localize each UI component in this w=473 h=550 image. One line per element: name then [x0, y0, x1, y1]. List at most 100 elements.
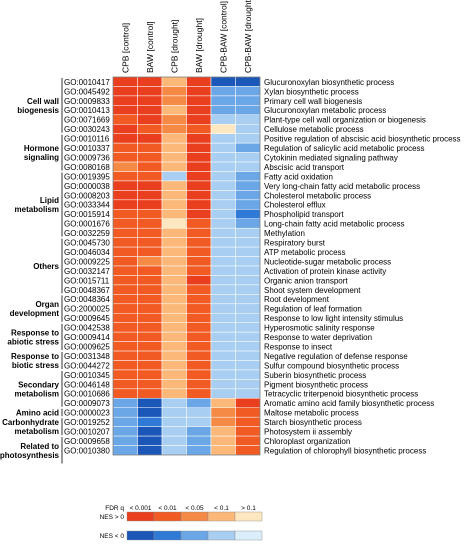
- heatmap-cell: [161, 379, 187, 390]
- go-term-label: Regulation of salicylic acid metabolic p…: [264, 144, 425, 153]
- heatmap-cell: [235, 435, 261, 446]
- heatmap-cell: [112, 303, 138, 314]
- heatmap-cell: [186, 416, 212, 427]
- heatmap-cell: [235, 171, 261, 182]
- heatmap-cell: [186, 142, 212, 153]
- heatmap-cell: [235, 237, 261, 248]
- go-term-label: Activation of protein kinase activity: [264, 267, 386, 276]
- legend-swatch-negative: [153, 530, 182, 541]
- heatmap-cell: [186, 171, 212, 182]
- legend-swatch-positive: [126, 511, 155, 522]
- heatmap-cell: [186, 379, 212, 390]
- go-id-label: GO:0000023: [64, 409, 110, 418]
- go-id-label: GO:0046148: [64, 380, 110, 389]
- heatmap-cell: [235, 227, 261, 238]
- heatmap-cell: [210, 341, 236, 352]
- heatmap-cell: [137, 256, 163, 267]
- heatmap-cell: [235, 209, 261, 220]
- heatmap-cell: [161, 237, 187, 248]
- go-id-label: GO:0071669: [64, 116, 110, 125]
- category-label: abiotic stress: [7, 337, 59, 346]
- heatmap-cell: [186, 350, 212, 361]
- heatmap-cell: [235, 379, 261, 390]
- go-term-label: Response to low light intensity stimulus: [264, 314, 403, 323]
- heatmap-cell: [210, 105, 236, 116]
- heatmap-cell: [186, 398, 212, 408]
- go-term-label: Aromatic amino acid family biosynthetic …: [264, 399, 434, 408]
- heatmap-cell: [161, 180, 187, 191]
- go-term-label: ATP metabolic process: [264, 248, 346, 257]
- go-id-label: GO:0031348: [64, 352, 110, 361]
- heatmap-cell: [161, 218, 187, 229]
- heatmap-cell: [235, 256, 261, 267]
- heatmap-cell: [112, 369, 138, 380]
- category-label: metabolism: [15, 427, 59, 436]
- heatmap-cell: [137, 76, 163, 87]
- heatmap-cell: [210, 445, 236, 456]
- legend-positive-label: NES > 0: [100, 514, 125, 521]
- go-term-label: Response to water deprivation: [264, 333, 372, 342]
- heatmap-cell: [137, 180, 163, 191]
- go-id-label: GO:0080168: [64, 163, 110, 172]
- heatmap-cell: [235, 152, 261, 163]
- heatmap-cell: [137, 360, 163, 371]
- category-label: biogenesis: [17, 106, 59, 115]
- go-term-label: Very long-chain fatty acid metabolic pro…: [264, 182, 420, 191]
- heatmap-cell: [235, 388, 261, 399]
- heatmap-cell: [186, 331, 212, 342]
- heatmap-cell: [112, 445, 138, 456]
- heatmap-cell: [161, 426, 187, 437]
- heatmap-cell: [112, 435, 138, 446]
- heatmap-cell: [137, 426, 163, 437]
- heatmap-cell: [210, 133, 236, 144]
- heatmap-cell: [210, 407, 236, 418]
- go-id-label: GO:0010345: [64, 371, 110, 380]
- heatmap-cell: [235, 284, 261, 295]
- category-label: Secondary: [18, 380, 59, 389]
- heatmap-cell: [137, 331, 163, 342]
- heatmap-cell: [235, 360, 261, 371]
- heatmap-cell: [235, 199, 261, 210]
- heatmap-cell: [161, 114, 187, 125]
- heatmap-border: [112, 76, 261, 456]
- heatmap-cell: [235, 275, 261, 286]
- heatmap-cell: [112, 416, 138, 427]
- heatmap-cell: [161, 284, 187, 295]
- heatmap-cell: [235, 76, 261, 87]
- heatmap-cell: [186, 256, 212, 267]
- legend-threshold-label: < 0.1: [214, 505, 229, 512]
- go-id-label: GO:0045492: [64, 87, 110, 96]
- heatmap-cell: [210, 171, 236, 182]
- heatmap-cell: [186, 322, 212, 333]
- heatmap-cell: [210, 76, 236, 87]
- go-id-label: GO:0009073: [64, 399, 110, 408]
- heatmap-cell: [137, 265, 163, 276]
- go-id-label: GO:2000025: [64, 305, 110, 314]
- heatmap-cell: [210, 331, 236, 342]
- go-term-label: Methylation: [264, 229, 305, 238]
- heatmap-cell: [210, 237, 236, 248]
- heatmap-cell: [161, 256, 187, 267]
- heatmap-cell: [112, 398, 138, 408]
- category-label: signaling: [24, 153, 59, 162]
- go-id-label: GO:0046034: [64, 248, 110, 257]
- go-id-label: GO:0010207: [64, 428, 110, 437]
- heatmap-cell: [161, 341, 187, 352]
- heatmap-cell: [112, 227, 138, 238]
- column-labels: CPB [control] BAW [control] CPB [drought] B…: [120, 0, 253, 73]
- heatmap-cell: [186, 435, 212, 446]
- heatmap-cell: [210, 86, 236, 97]
- heatmap-cell: [137, 416, 163, 427]
- heatmap-cell: [235, 105, 261, 116]
- column-label: CPB [drought]: [169, 20, 179, 73]
- go-id-label: GO:0019395: [64, 172, 110, 181]
- go-term-label: Regulation of leaf formation: [264, 305, 362, 314]
- heatmap-cell: [112, 95, 138, 106]
- heatmap-cell: [186, 294, 212, 305]
- go-id-label: GO:0045730: [64, 239, 110, 248]
- heatmap-cell: [210, 294, 236, 305]
- heatmap-cell: [137, 142, 163, 153]
- category-label: Response to: [11, 352, 59, 361]
- heatmap-cell: [112, 114, 138, 125]
- heatmap-cell: [137, 237, 163, 248]
